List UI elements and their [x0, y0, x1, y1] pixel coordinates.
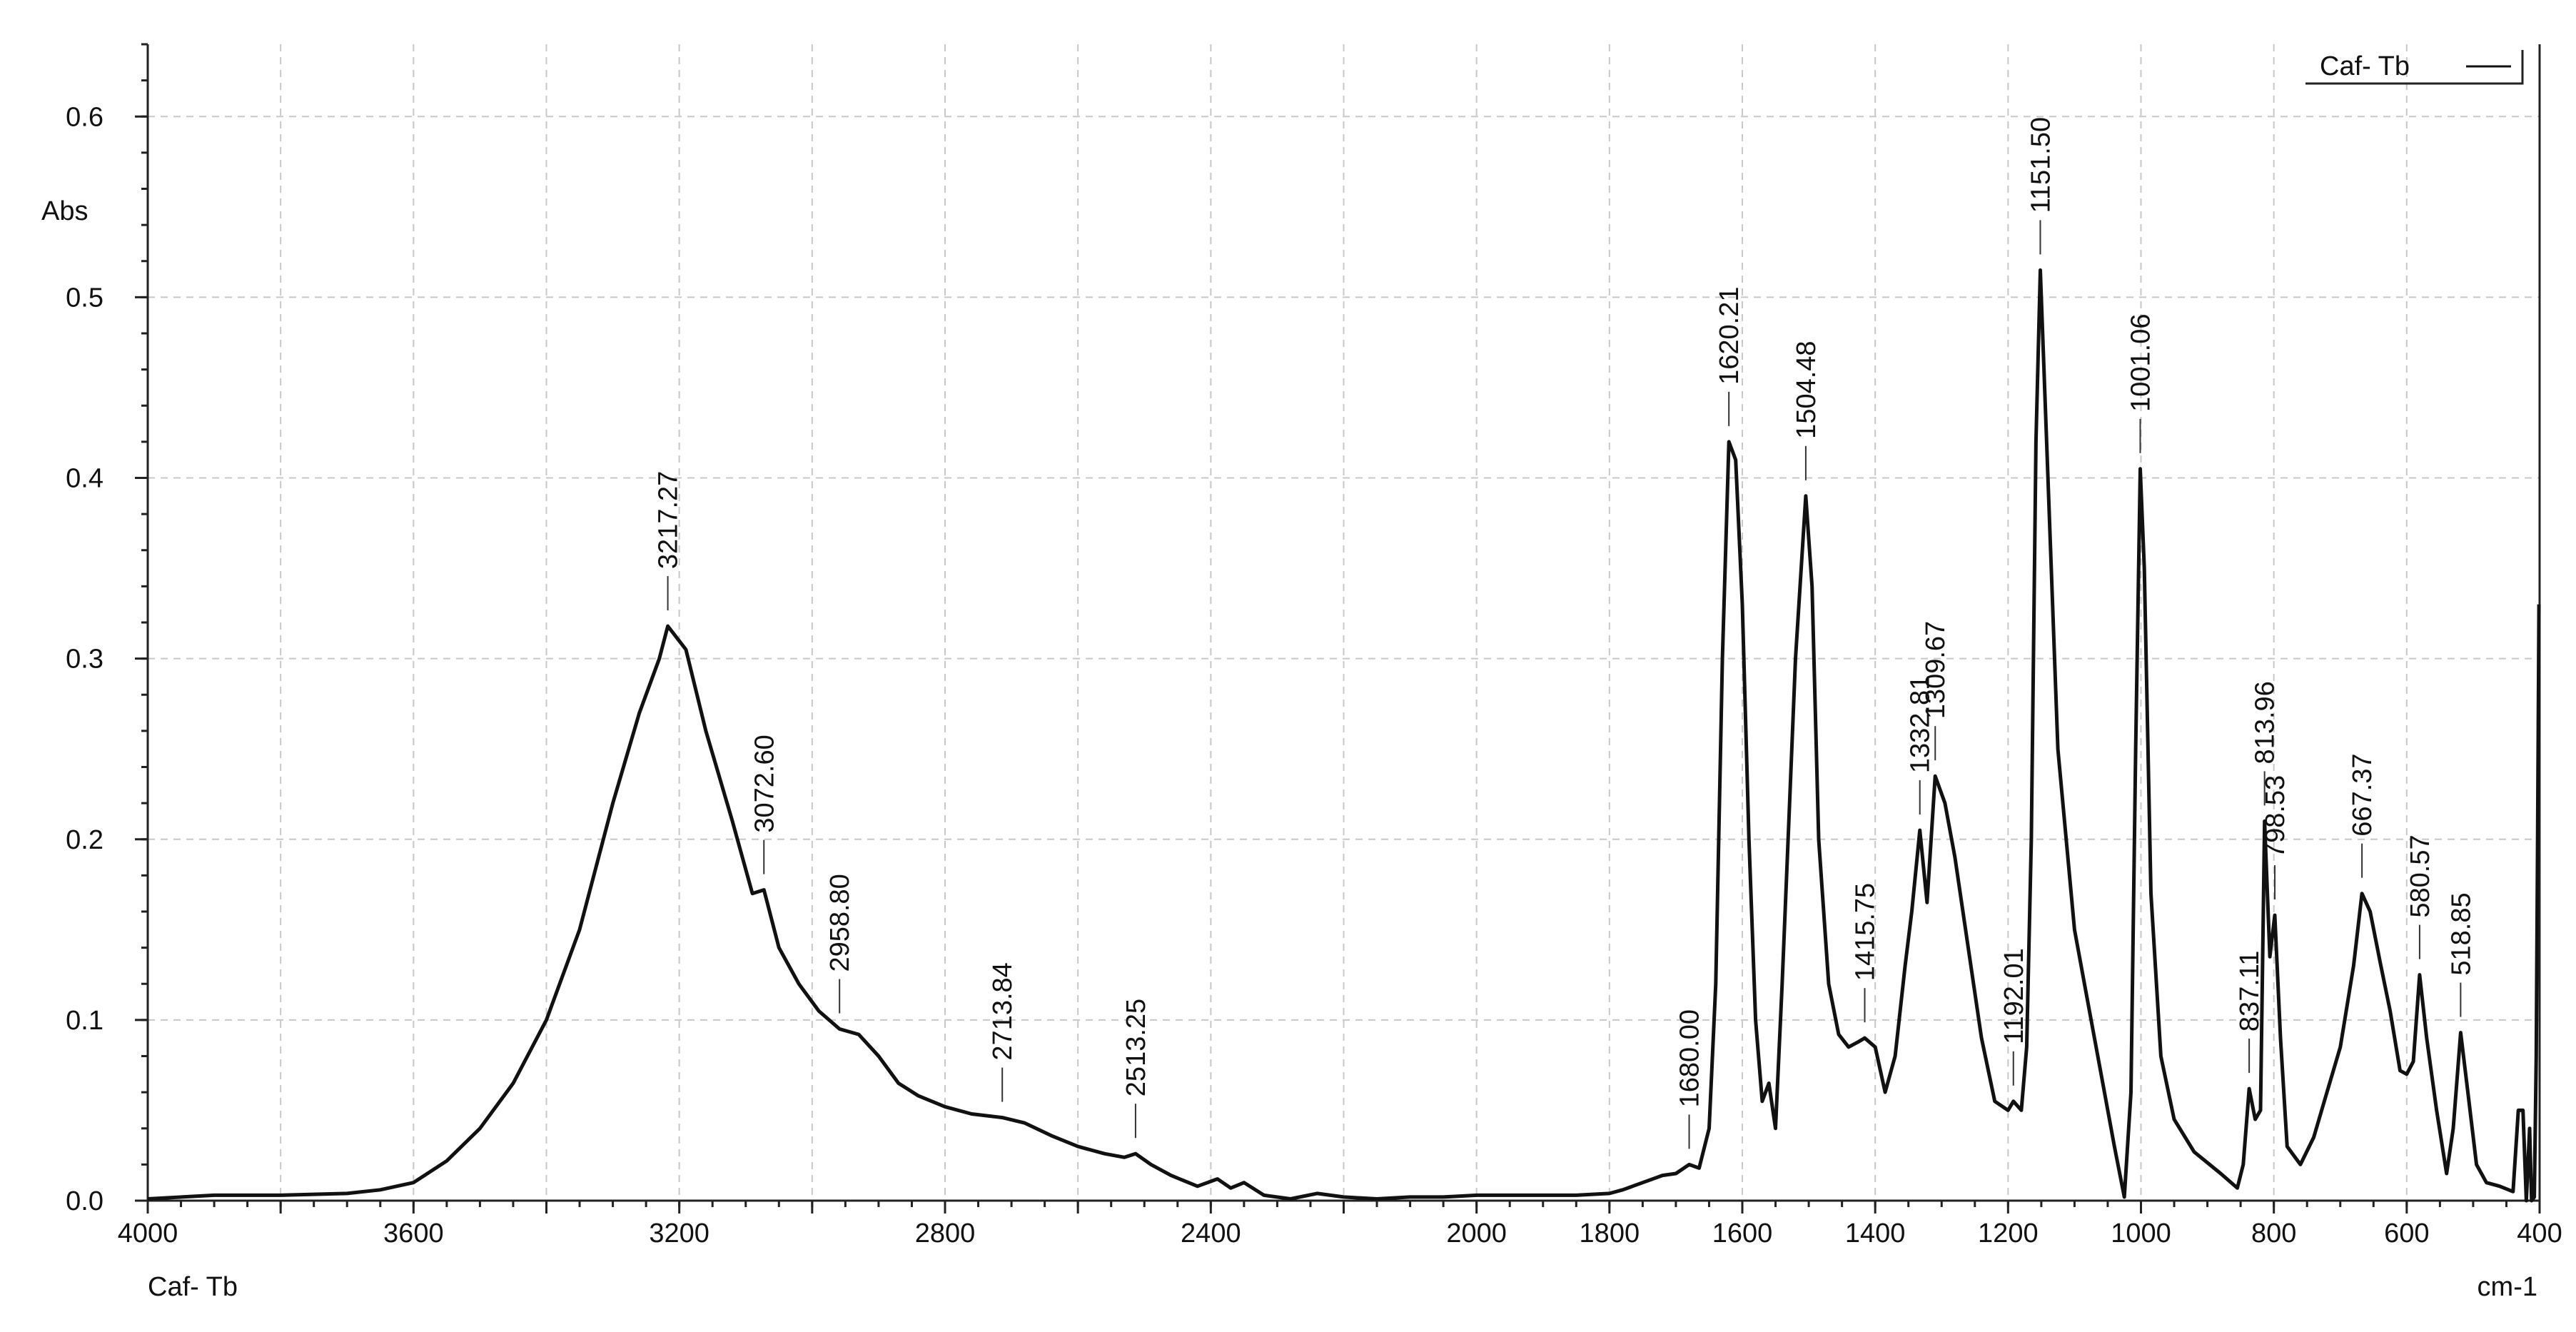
axis-ticks: 0.0 0.1 0.2 0.3 0.4 0.5 0.6 4000 3600 3200 2800 240…: [66, 43, 2562, 1248]
x-tick-label: 1000: [2111, 1219, 2171, 1248]
x-tick-label: 3200: [649, 1219, 709, 1248]
peak-label: 798.53: [2261, 775, 2290, 858]
peak-label: 1504.48: [1792, 340, 1822, 438]
x-tick-label: 600: [2384, 1219, 2429, 1248]
x-tick-label: 800: [2251, 1219, 2296, 1248]
y-tick-label: 0.3: [66, 645, 103, 675]
legend: Caf- Tb: [2305, 50, 2524, 85]
peak-label: 1332.81: [1906, 675, 1936, 773]
peak-label: 1151.50: [2026, 117, 2056, 213]
peak-label: 2713.84: [988, 962, 1018, 1060]
peak-label: 667.37: [2348, 753, 2378, 836]
peak-label: 2513.25: [1121, 999, 1151, 1096]
peak-label: 2958.80: [825, 874, 855, 972]
peak-label: 518.85: [2446, 892, 2476, 975]
x-tick-label: 4000: [118, 1219, 178, 1248]
peak-label: 3217.27: [654, 471, 684, 569]
peak-label: 1415.75: [1851, 883, 1881, 981]
x-tick-label: 3600: [383, 1219, 444, 1248]
peak-label: 1620.21: [1714, 287, 1744, 385]
y-tick-label: 0.2: [66, 825, 103, 855]
x-tick-label: 1400: [1845, 1219, 1906, 1248]
x-axis-unit: cm-1: [2477, 1272, 2537, 1302]
peak-label: 1680.00: [1675, 1009, 1705, 1107]
y-tick-label: 0.4: [66, 464, 103, 494]
peak-label: 837.11: [2235, 951, 2265, 1031]
x-tick-label: 400: [2517, 1219, 2562, 1248]
y-tick-label: 0.1: [66, 1006, 103, 1036]
series-layer: [147, 268, 2541, 1203]
x-tick-label: 2000: [1446, 1219, 1507, 1248]
y-tick-label: 0.6: [66, 102, 103, 132]
grid-lines: [148, 44, 2540, 1201]
legend-frame: [2305, 50, 2524, 85]
peak-label: 1192.01: [1999, 948, 2029, 1044]
y-axis-title: Abs: [41, 196, 88, 226]
peak-label: 580.57: [2405, 834, 2435, 917]
peak-label: 1001.06: [2126, 313, 2156, 411]
x-tick-label: 1800: [1580, 1219, 1640, 1248]
legend-entry-label: Caf- Tb: [2320, 51, 2410, 81]
peak-label: 813.96: [2251, 681, 2280, 764]
x-tick-label: 2800: [915, 1219, 976, 1248]
sample-label: Caf- Tb: [148, 1272, 238, 1302]
x-tick-label: 1200: [1978, 1219, 2039, 1248]
x-tick-label: 2400: [1181, 1219, 1241, 1248]
y-tick-label: 0.0: [66, 1186, 103, 1216]
y-tick-label: 0.5: [66, 283, 103, 313]
peak-label: 3072.60: [749, 735, 779, 832]
x-tick-label: 1600: [1712, 1219, 1773, 1248]
peak-annotations: 3217.27 3072.60 2958.80 2713.84 2513.25 1680.…: [654, 117, 2476, 1149]
peak-label: 1309.67: [1921, 621, 1951, 719]
series-line-caf-tb: [147, 268, 2541, 1203]
